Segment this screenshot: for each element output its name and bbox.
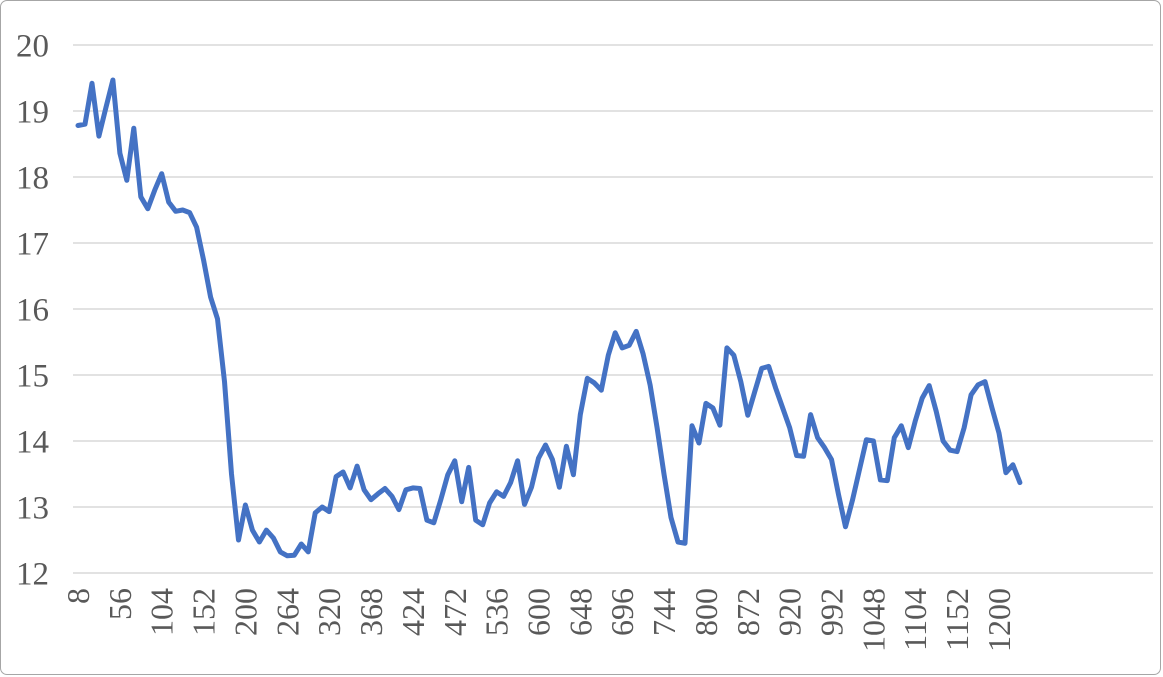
y-tick-label: 18: [16, 161, 49, 197]
x-tick-label: 696: [604, 588, 640, 636]
x-tick-label: 1048: [855, 588, 891, 652]
y-tick-label: 12: [16, 557, 49, 593]
x-tick-label: 472: [437, 588, 473, 636]
x-tick-label: 800: [688, 588, 724, 636]
x-tick-label: 1104: [897, 588, 933, 651]
x-tick-label: 920: [772, 588, 808, 636]
x-tick-label: 56: [102, 588, 138, 620]
x-tick-label: 1152: [939, 588, 975, 651]
x-tick-label: 264: [269, 588, 305, 636]
x-tick-label: 1200: [981, 588, 1017, 652]
y-tick-label: 19: [16, 95, 49, 131]
y-tick-label: 13: [16, 491, 49, 527]
y-tick-label: 20: [16, 29, 49, 65]
y-tick-label: 16: [16, 293, 49, 329]
x-tick-label: 992: [814, 588, 850, 636]
x-tick-label: 152: [186, 588, 222, 636]
y-tick-label: 15: [16, 359, 49, 395]
x-tick-label: 8: [60, 588, 96, 604]
x-tick-label: 424: [395, 588, 431, 636]
y-tick-label: 14: [16, 425, 49, 461]
x-tick-label: 368: [353, 588, 389, 636]
x-tick-label: 872: [730, 588, 766, 636]
x-tick-label: 104: [144, 588, 180, 636]
data-line-series-1: [75, 77, 1023, 559]
x-tick-label: 320: [311, 588, 347, 636]
x-tick-label: 744: [646, 588, 682, 636]
x-tick-label: 600: [520, 588, 556, 636]
y-tick-label: 17: [16, 227, 49, 263]
x-tick-label: 648: [562, 588, 598, 636]
x-tick-label: 200: [227, 588, 263, 636]
x-tick-label: 536: [479, 588, 515, 636]
